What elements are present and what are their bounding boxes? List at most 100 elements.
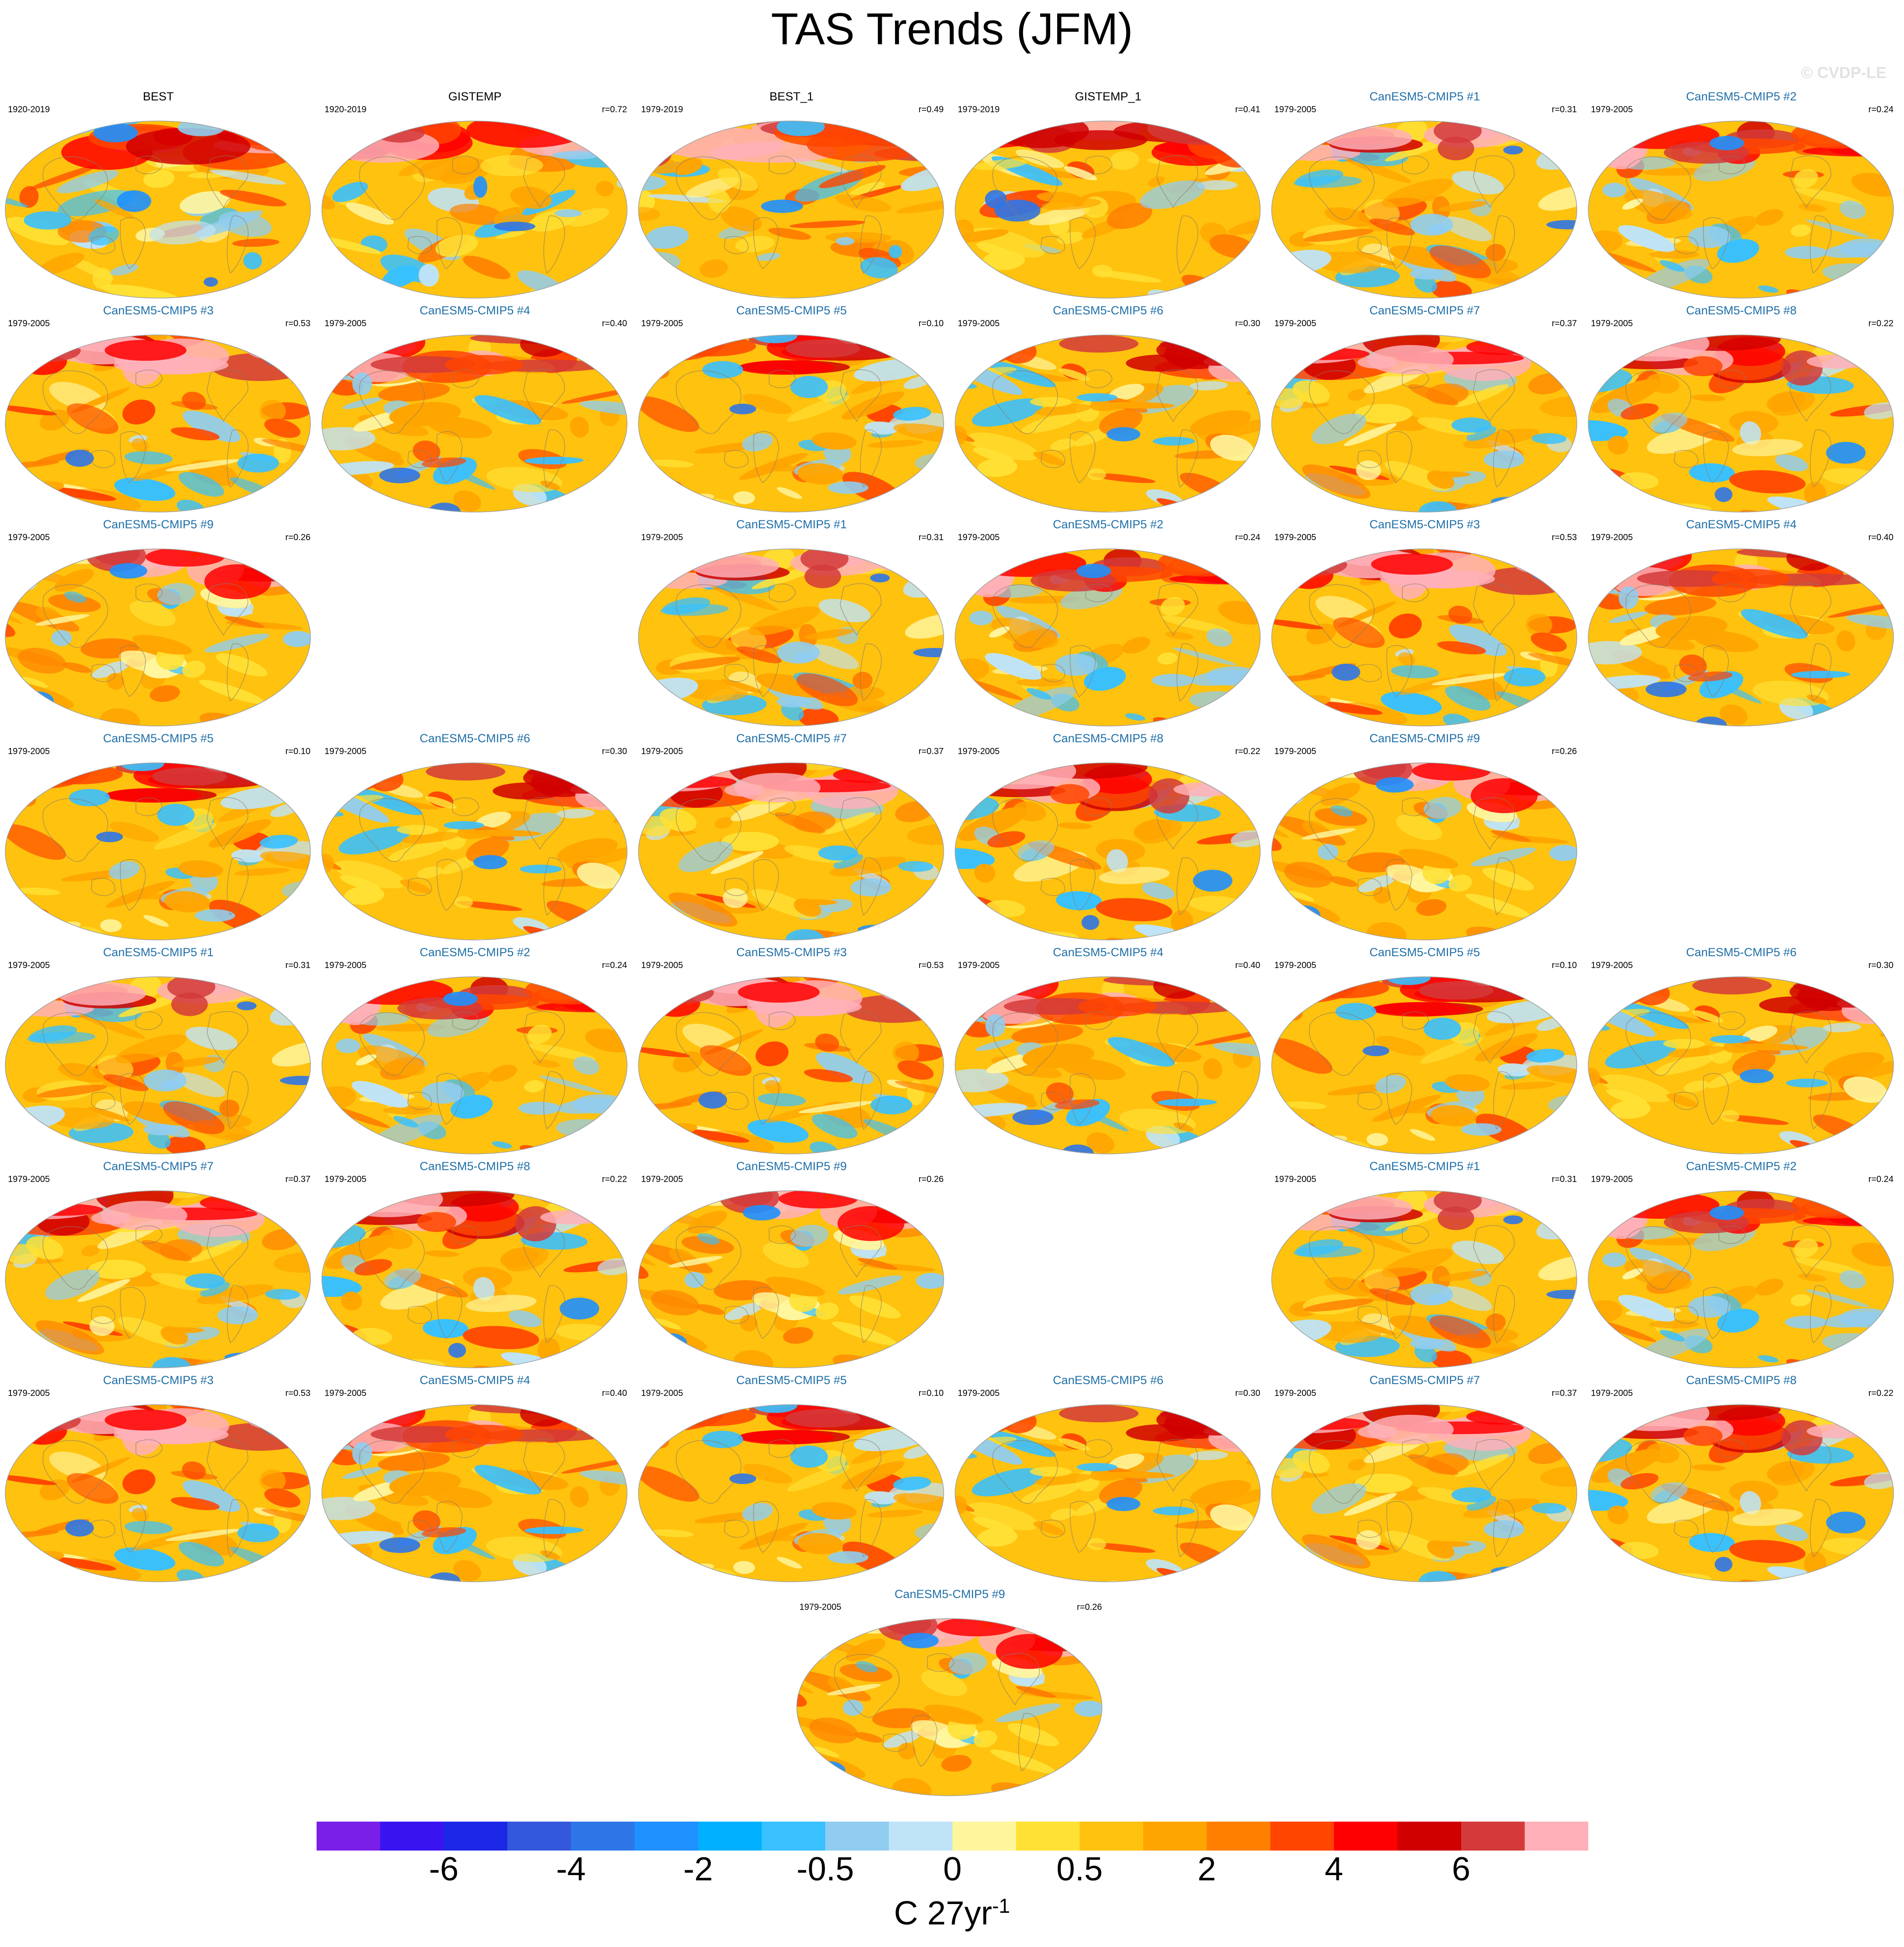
- panel-correlation: r=0.30: [1868, 961, 1893, 970]
- panel-period: 1979-2005: [641, 747, 683, 756]
- panel-correlation: r=0.24: [602, 961, 627, 970]
- colorbar-swatch: [1270, 1822, 1334, 1851]
- world-map: [321, 976, 628, 1154]
- panel-period: 1979-2005: [958, 533, 1000, 542]
- world-map: [796, 1618, 1102, 1796]
- map-panel: CanESM5-CMIP5 #2 1979-2005 r=0.24: [317, 946, 633, 1160]
- panel-period: 1979-2005: [1274, 1388, 1316, 1398]
- panel-title: CanESM5-CMIP5 #8: [1686, 1374, 1797, 1387]
- map-panel: CanESM5-CMIP5 #5 1979-2005 r=0.10: [633, 304, 950, 519]
- world-map: [1588, 335, 1894, 513]
- panel-title: CanESM5-CMIP5 #2: [1686, 1160, 1797, 1173]
- panel-period: 1979-2019: [958, 105, 1000, 114]
- world-map: [638, 976, 944, 1154]
- colorbar-swatch: [889, 1822, 953, 1851]
- colorbar-swatch: [380, 1822, 444, 1851]
- world-map: [1271, 1190, 1577, 1368]
- panel-period: 1979-2005: [324, 961, 367, 970]
- map-panel: CanESM5-CMIP5 #9 1979-2005 r=0.26: [0, 518, 317, 733]
- panel-correlation: r=0.26: [1551, 747, 1577, 756]
- map-panel: CanESM5-CMIP5 #3 1979-2005 r=0.53: [0, 304, 317, 519]
- panel-correlation: r=0.10: [285, 747, 310, 756]
- world-map: [5, 762, 311, 940]
- panel-period: 1979-2005: [641, 1388, 683, 1398]
- map-panel: CanESM5-CMIP5 #4 1979-2005 r=0.40: [950, 946, 1266, 1160]
- world-map: [1271, 121, 1577, 299]
- panel-period: 1979-2005: [958, 1388, 1000, 1398]
- world-map: [955, 121, 1261, 299]
- panel-title: BEST_1: [769, 90, 814, 103]
- panel-period: 1979-2005: [641, 533, 683, 542]
- colorbar-tick-label: 0.5: [1056, 1851, 1103, 1888]
- map-panel: CanESM5-CMIP5 #5 1979-2005 r=0.10: [0, 732, 317, 947]
- world-map: [1588, 976, 1894, 1154]
- panel-title: CanESM5-CMIP5 #9: [894, 1587, 1005, 1601]
- colorbar-swatch: [1016, 1822, 1080, 1851]
- colorbar-tick-label: 4: [1324, 1851, 1344, 1888]
- panel-correlation: r=0.72: [602, 105, 627, 114]
- world-map: [638, 121, 944, 299]
- panel-title: CanESM5-CMIP5 #3: [1369, 518, 1480, 531]
- panel-correlation: r=0.22: [1868, 1388, 1893, 1398]
- world-map: [321, 762, 628, 940]
- panel-title: GISTEMP: [448, 90, 502, 103]
- map-panel: CanESM5-CMIP5 #9 1979-2005 r=0.26: [633, 1160, 950, 1374]
- panel-title: CanESM5-CMIP5 #6: [1052, 1374, 1164, 1387]
- panel-period: 1920-2019: [8, 105, 50, 114]
- world-map: [1271, 762, 1577, 940]
- panel-title: CanESM5-CMIP5 #8: [419, 1160, 531, 1173]
- panel-title: CanESM5-CMIP5 #7: [1369, 1374, 1480, 1387]
- panel-period: 1979-2005: [641, 319, 683, 328]
- world-map: [638, 548, 944, 726]
- panel-period: 1979-2005: [8, 319, 50, 328]
- map-panel: GISTEMP_1 1979-2019 r=0.41: [950, 90, 1266, 305]
- colorbar-swatch: [507, 1822, 571, 1851]
- colorbar-tick-label: -0.5: [796, 1851, 854, 1888]
- panel-correlation: r=0.26: [285, 533, 310, 542]
- world-map: [638, 1190, 944, 1368]
- panel-correlation: r=0.10: [918, 1388, 944, 1398]
- map-panel: CanESM5-CMIP5 #7 1979-2005 r=0.37: [0, 1160, 317, 1374]
- map-panel: CanESM5-CMIP5 #1 1979-2005 r=0.31: [1266, 1160, 1583, 1374]
- panel-period: 1979-2005: [1274, 105, 1316, 114]
- world-map: [955, 976, 1261, 1154]
- world-map: [1588, 1404, 1894, 1582]
- panel-title: CanESM5-CMIP5 #5: [736, 1374, 847, 1387]
- colorbar-swatch: [635, 1822, 699, 1851]
- panel-correlation: r=0.31: [285, 961, 310, 970]
- map-panel: CanESM5-CMIP5 #3 1979-2005 r=0.53: [1266, 518, 1583, 733]
- panel-correlation: r=0.37: [285, 1175, 310, 1184]
- panel-period: 1979-2005: [8, 533, 50, 542]
- panel-period: 1979-2005: [1591, 961, 1633, 970]
- panel-correlation: r=0.40: [602, 319, 627, 328]
- panel-correlation: r=0.10: [918, 319, 944, 328]
- panel-correlation: r=0.22: [1868, 319, 1893, 328]
- world-map: [321, 1404, 628, 1582]
- map-panel: CanESM5-CMIP5 #3 1979-2005 r=0.53: [633, 946, 950, 1160]
- panel-title: CanESM5-CMIP5 #9: [1369, 732, 1480, 745]
- panel-correlation: r=0.31: [1551, 105, 1577, 114]
- world-map: [321, 1190, 628, 1368]
- panel-correlation: r=0.53: [918, 961, 944, 970]
- colorbar-swatch: [762, 1822, 826, 1851]
- panel-correlation: r=0.37: [918, 747, 944, 756]
- map-panel: CanESM5-CMIP5 #8 1979-2005 r=0.22: [950, 732, 1266, 947]
- panel-correlation: r=0.22: [602, 1175, 627, 1184]
- colorbar-tick-label: -2: [683, 1851, 713, 1888]
- colorbar-tick-label: 0: [943, 1851, 962, 1888]
- world-map: [955, 762, 1261, 940]
- world-map: [638, 762, 944, 940]
- map-panel: CanESM5-CMIP5 #9 1979-2005 r=0.26: [792, 1587, 1108, 1802]
- world-map: [1271, 1404, 1577, 1582]
- panel-title: CanESM5-CMIP5 #1: [103, 946, 214, 959]
- colorbar-swatch: [571, 1822, 635, 1851]
- colorbar-tick-label: 6: [1451, 1851, 1471, 1888]
- colorbar-swatch: [952, 1822, 1016, 1851]
- world-map: [1588, 121, 1894, 299]
- colorbar-tick-label: -6: [429, 1851, 459, 1888]
- world-map: [321, 121, 628, 299]
- panel-title: CanESM5-CMIP5 #3: [736, 946, 847, 959]
- world-map: [5, 548, 311, 726]
- panel-correlation: r=0.10: [1551, 961, 1577, 970]
- panel-title: CanESM5-CMIP5 #4: [419, 1374, 531, 1387]
